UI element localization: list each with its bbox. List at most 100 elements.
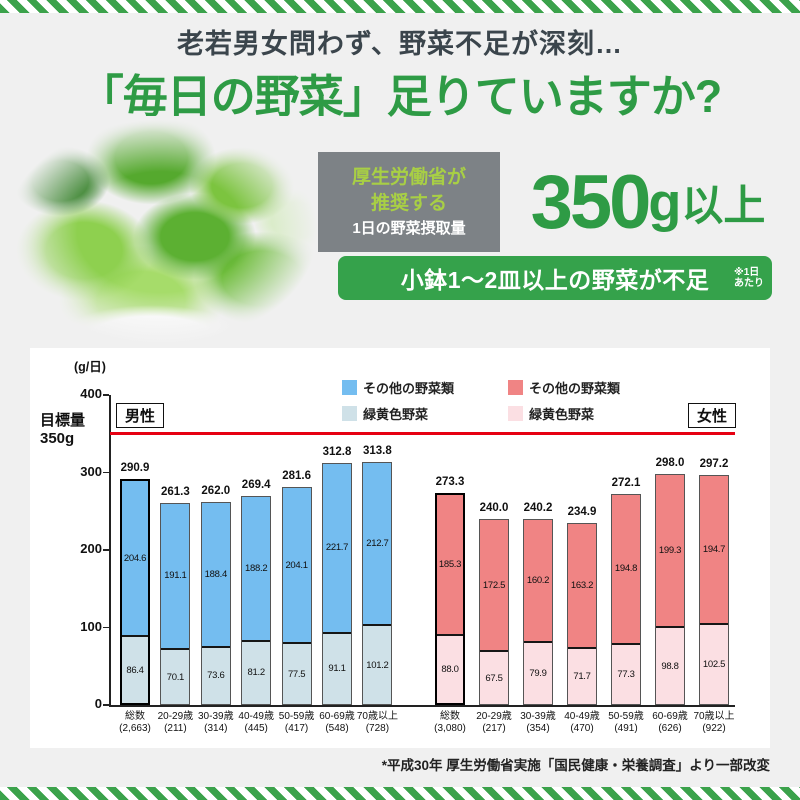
legend-swatch <box>508 380 523 395</box>
bar: 188.2 81.2 <box>241 496 272 705</box>
x-axis-label: 30-39歳 (354) <box>520 711 556 734</box>
legend-swatch <box>342 380 357 395</box>
y-axis-line <box>109 395 111 705</box>
banner-note-line2: あたり <box>734 278 764 289</box>
segment-other-vegetables: 221.7 <box>323 463 351 634</box>
segment-value: 199.3 <box>658 545 682 557</box>
bar-total-label: 261.3 <box>161 485 190 498</box>
x-axis-label: 総数 (2,663) <box>119 711 151 734</box>
segment-other-vegetables: 204.6 <box>122 481 148 638</box>
bar-total-label: 297.2 <box>699 457 729 470</box>
segment-value: 88.0 <box>441 664 459 676</box>
segment-green-yellow-vegetables: 86.4 <box>122 637 148 703</box>
segment-other-vegetables: 199.3 <box>656 474 684 629</box>
segment-other-vegetables: 185.3 <box>437 495 463 637</box>
recommend-line2: 推奨する <box>370 192 447 214</box>
segment-green-yellow-vegetables: 88.0 <box>437 636 463 703</box>
legend-swatch <box>342 406 357 421</box>
banner-note-line1: ※1日 <box>734 267 760 278</box>
salad-photo <box>0 116 336 348</box>
legend-label: その他の野菜類 <box>363 381 455 396</box>
segment-value: 188.2 <box>245 562 268 574</box>
y-tick-mark <box>103 471 109 474</box>
bar-total-label: 234.9 <box>567 505 597 518</box>
segment-green-yellow-vegetables: 77.3 <box>612 644 640 704</box>
segment-value: 194.8 <box>614 563 638 575</box>
x-axis-label: 20-29歳 (217) <box>476 711 512 734</box>
legend-item: 緑黄色野菜 <box>508 404 594 423</box>
recommendation-box: 厚生労働省が 推奨する 1日の野菜摂取量 <box>318 152 500 252</box>
segment-green-yellow-vegetables: 73.6 <box>201 647 230 704</box>
bar-total-label: 312.8 <box>322 445 352 458</box>
amount-unit-g: g <box>648 172 682 233</box>
segment-value: 91.1 <box>328 663 346 675</box>
segment-value: 204.6 <box>123 552 147 564</box>
segment-green-yellow-vegetables: 91.1 <box>323 633 351 704</box>
bar: 188.4 73.6 <box>200 501 231 705</box>
segment-value: 77.3 <box>617 668 635 680</box>
bar-total-label: 272.1 <box>611 477 641 490</box>
decor-stripe-top <box>0 0 800 13</box>
segment-value: 188.4 <box>204 568 228 580</box>
x-axis-label: 70歳以上 (728) <box>356 711 398 734</box>
segment-other-vegetables: 188.2 <box>242 497 271 642</box>
bar: 191.1 70.1 <box>160 502 191 705</box>
segment-green-yellow-vegetables: 70.1 <box>161 650 190 704</box>
legend-label: その他の野菜類 <box>529 381 621 396</box>
segment-value: 81.2 <box>247 667 266 679</box>
segment-value: 160.2 <box>526 574 550 586</box>
segment-value: 172.5 <box>482 579 506 591</box>
segment-green-yellow-vegetables: 71.7 <box>568 649 596 704</box>
bar-total-label: 313.8 <box>363 444 392 457</box>
bar: 194.7 102.5 <box>699 474 729 705</box>
segment-other-vegetables: 160.2 <box>524 519 552 643</box>
gender-label-female: 女性 <box>688 403 737 428</box>
bar: 163.2 71.7 <box>567 522 597 705</box>
bar-total-label: 240.2 <box>523 501 553 514</box>
segment-value: 163.2 <box>570 579 594 591</box>
legend-label: 緑黄色野菜 <box>363 407 429 422</box>
legend-item: 緑黄色野菜 <box>342 404 428 423</box>
bar-total-label: 240.0 <box>479 502 509 514</box>
segment-value: 221.7 <box>325 542 349 554</box>
headline-main: 「毎日の野菜」足りていますか? <box>78 71 723 122</box>
bar: 194.8 77.3 <box>611 494 641 705</box>
bar: 221.7 91.1 <box>322 462 352 705</box>
gender-label-male: 男性 <box>116 403 165 428</box>
segment-value: 194.7 <box>702 543 726 555</box>
bar: 204.6 86.4 <box>120 479 150 705</box>
x-axis-label: 60-69歳 (548) <box>319 711 355 734</box>
bar: 172.5 67.5 <box>479 519 509 705</box>
segment-green-yellow-vegetables: 98.8 <box>656 628 684 704</box>
segment-value: 204.1 <box>285 559 308 571</box>
amount-suffix: 以上 <box>681 182 766 229</box>
segment-other-vegetables: 194.8 <box>612 495 640 645</box>
y-tick-label: 300 <box>80 463 102 479</box>
segment-value: 212.7 <box>366 537 389 549</box>
y-axis-unit-label: (g/日) <box>74 360 106 374</box>
segment-green-yellow-vegetables: 79.9 <box>524 642 552 704</box>
segment-value: 77.5 <box>287 668 306 680</box>
segment-other-vegetables: 212.7 <box>363 462 392 627</box>
vegetable-intake-chart: (g/日) 0 100 200 300 400 その他の野菜類 緑黄色野菜 その他の野菜類 緑黄… <box>30 348 770 748</box>
x-axis-label: 40-49歳 (445) <box>238 711 274 734</box>
x-axis-label: 60-69歳 (626) <box>652 711 688 734</box>
shortage-banner-text: 小鉢1〜2皿以上の野菜が不足 <box>400 267 710 293</box>
segment-value: 102.5 <box>702 659 726 671</box>
bar-total-label: 269.4 <box>241 479 271 492</box>
segment-green-yellow-vegetables: 81.2 <box>242 641 271 704</box>
target-label: 目標量 350g <box>40 411 86 447</box>
segment-other-vegetables: 204.1 <box>282 487 311 645</box>
bar-total-label: 273.3 <box>435 476 465 489</box>
segment-value: 79.9 <box>529 667 547 679</box>
segment-value: 185.3 <box>438 559 462 571</box>
segment-value: 101.2 <box>366 659 389 671</box>
y-tick-mark <box>103 394 109 396</box>
legend-label: 緑黄色野菜 <box>529 407 595 422</box>
bar: 204.1 77.5 <box>281 486 312 705</box>
segment-other-vegetables: 188.4 <box>201 502 230 648</box>
shortage-banner-note: ※1日 あたり <box>734 267 764 289</box>
x-axis-label: 50-59歳 (417) <box>278 711 315 734</box>
headline-sub: 老若男女問わず、野菜不足が深刻… <box>176 29 624 59</box>
segment-green-yellow-vegetables: 102.5 <box>700 625 728 704</box>
